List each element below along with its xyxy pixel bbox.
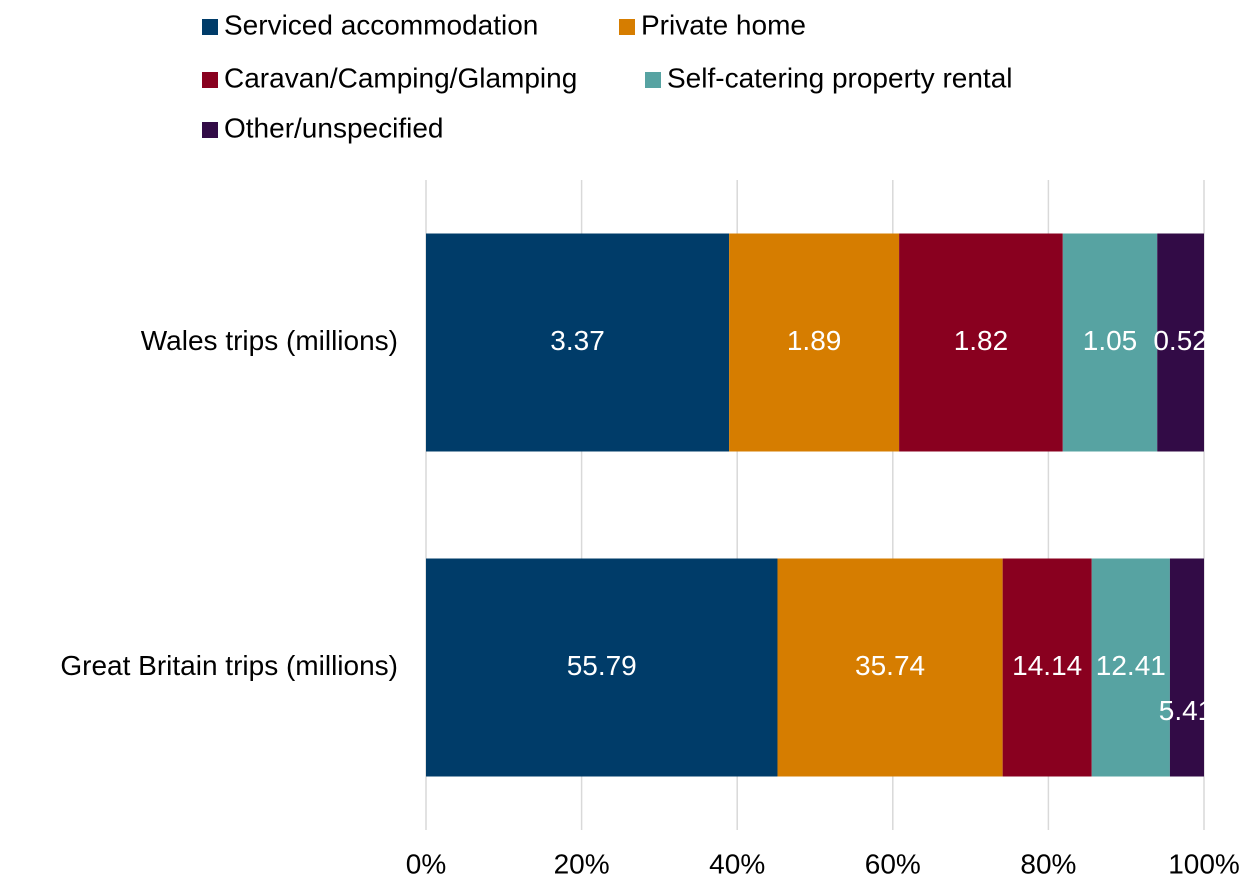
legend-label: Serviced accommodation — [224, 9, 538, 40]
legend-label: Other/unspecified — [224, 112, 443, 143]
x-tick-label: 60% — [865, 848, 921, 879]
legend-label: Private home — [641, 9, 806, 40]
legend-swatch — [619, 19, 635, 35]
legend-swatch — [202, 19, 218, 35]
data-label: 0.52 — [1153, 325, 1208, 356]
x-tick-label: 0% — [406, 848, 446, 879]
data-label: 14.14 — [1012, 650, 1082, 681]
x-tick-label: 100% — [1168, 848, 1240, 879]
data-label: 5.41 — [1159, 695, 1214, 726]
bar-segment — [1169, 558, 1204, 777]
bar-segment — [1002, 558, 1092, 777]
bar-segment — [1157, 233, 1204, 452]
y-tick-label: Wales trips (millions) — [141, 325, 398, 356]
legend-label: Caravan/Camping/Glamping — [224, 62, 577, 93]
bar-segment — [729, 233, 900, 452]
data-label: 35.74 — [855, 650, 925, 681]
data-label: 1.05 — [1083, 325, 1138, 356]
bar-segment — [426, 558, 778, 777]
data-label: 3.37 — [550, 325, 605, 356]
legend-swatch — [645, 72, 661, 88]
bar-segment — [426, 233, 730, 452]
x-tick-label: 20% — [554, 848, 610, 879]
bar-segment — [899, 233, 1063, 452]
legend-swatch — [202, 122, 218, 138]
bar-segment — [1062, 233, 1158, 452]
data-label: 1.89 — [787, 325, 842, 356]
x-tick-label: 40% — [709, 848, 765, 879]
legend-label: Self-catering property rental — [667, 62, 1013, 93]
y-tick-label: Great Britain trips (millions) — [60, 650, 398, 681]
data-label: 12.41 — [1096, 650, 1166, 681]
data-label: 1.82 — [954, 325, 1009, 356]
data-label: 55.79 — [567, 650, 637, 681]
bar-segment — [1091, 558, 1170, 777]
legend-swatch — [202, 72, 218, 88]
x-tick-label: 80% — [1020, 848, 1076, 879]
bar-segment — [777, 558, 1003, 777]
